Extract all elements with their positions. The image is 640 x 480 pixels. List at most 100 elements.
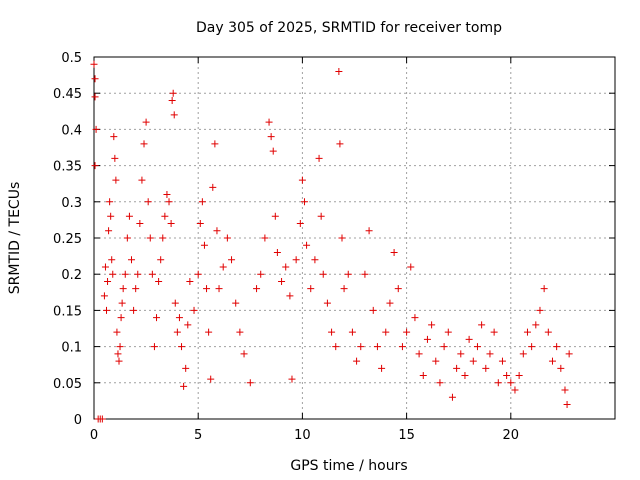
data-point — [103, 306, 111, 314]
data-point — [490, 328, 498, 336]
y-tick-label: 0.1 — [61, 341, 82, 356]
data-point — [557, 364, 565, 372]
data-point — [382, 328, 390, 336]
data-point — [150, 343, 158, 351]
data-point — [180, 382, 188, 390]
data-point — [246, 379, 254, 387]
data-point — [319, 270, 327, 278]
data-point — [286, 292, 294, 300]
y-tick-label: 0 — [74, 413, 82, 428]
data-point — [132, 285, 140, 293]
y-tick-label: 0.5 — [61, 51, 82, 66]
data-point — [494, 379, 502, 387]
data-point — [503, 372, 511, 380]
data-point — [171, 299, 179, 307]
data-point — [335, 67, 343, 75]
data-point — [257, 270, 265, 278]
data-point — [390, 248, 398, 256]
data-point — [113, 328, 121, 336]
data-point — [440, 343, 448, 351]
data-point — [278, 277, 286, 285]
data-point — [213, 227, 221, 235]
data-point — [398, 343, 406, 351]
data-point — [336, 140, 344, 148]
data-point — [411, 314, 419, 322]
data-point — [265, 118, 273, 126]
x-tick-label: 20 — [503, 428, 520, 443]
data-point — [403, 328, 411, 336]
data-point — [112, 176, 120, 184]
x-tick-label: 5 — [194, 428, 202, 443]
data-point — [148, 270, 156, 278]
data-point — [119, 285, 127, 293]
data-point — [117, 314, 125, 322]
data-point — [419, 372, 427, 380]
data-points — [90, 60, 573, 423]
data-point — [186, 277, 194, 285]
data-point — [163, 191, 171, 199]
data-point — [211, 140, 219, 148]
data-point — [92, 125, 100, 133]
data-point — [173, 328, 181, 336]
data-point — [184, 321, 192, 329]
data-point — [394, 285, 402, 293]
data-point — [169, 89, 177, 97]
data-point — [482, 364, 490, 372]
data-point — [223, 234, 231, 242]
x-tick-label: 10 — [294, 428, 311, 443]
data-point — [269, 147, 277, 155]
data-point — [101, 263, 109, 271]
data-point — [134, 270, 142, 278]
data-point — [361, 270, 369, 278]
x-tick-label: 0 — [90, 428, 98, 443]
data-point — [109, 270, 117, 278]
data-point — [90, 60, 98, 68]
data-point — [146, 234, 154, 242]
data-point — [315, 154, 323, 162]
axis-ticks: 0 0.05 0.1 0.15 0.2 0.25 0.3 0.35 0.4 0.45 0.5 0 5 10… — [53, 51, 615, 443]
data-point — [240, 350, 248, 358]
data-point — [91, 75, 99, 83]
data-point — [540, 285, 548, 293]
y-tick-label: 0.25 — [53, 232, 82, 247]
data-point — [178, 343, 186, 351]
data-point — [138, 176, 146, 184]
data-point — [118, 299, 126, 307]
data-point — [548, 357, 556, 365]
data-point — [236, 328, 244, 336]
data-point — [190, 306, 198, 314]
data-point — [157, 256, 165, 264]
data-point — [436, 379, 444, 387]
data-point — [271, 212, 279, 220]
data-point — [407, 263, 415, 271]
data-point — [507, 379, 515, 387]
data-point — [170, 111, 178, 119]
data-point — [386, 299, 394, 307]
data-point — [423, 335, 431, 343]
y-tick-label: 0.15 — [53, 304, 82, 319]
data-point — [196, 220, 204, 228]
data-point — [353, 357, 361, 365]
data-point — [457, 350, 465, 358]
data-point — [528, 343, 536, 351]
data-point — [473, 343, 481, 351]
data-point — [373, 343, 381, 351]
data-point — [428, 321, 436, 329]
data-point — [198, 198, 206, 206]
data-point — [159, 234, 167, 242]
data-point — [165, 198, 173, 206]
data-point — [115, 357, 123, 365]
data-point — [209, 183, 217, 191]
data-point — [253, 285, 261, 293]
data-point — [267, 133, 275, 141]
data-point — [307, 285, 315, 293]
data-point — [121, 270, 129, 278]
data-point — [332, 343, 340, 351]
data-point — [136, 220, 144, 228]
data-point — [453, 364, 461, 372]
data-point — [108, 256, 116, 264]
data-point — [298, 176, 306, 184]
data-point — [340, 285, 348, 293]
data-point — [323, 299, 331, 307]
